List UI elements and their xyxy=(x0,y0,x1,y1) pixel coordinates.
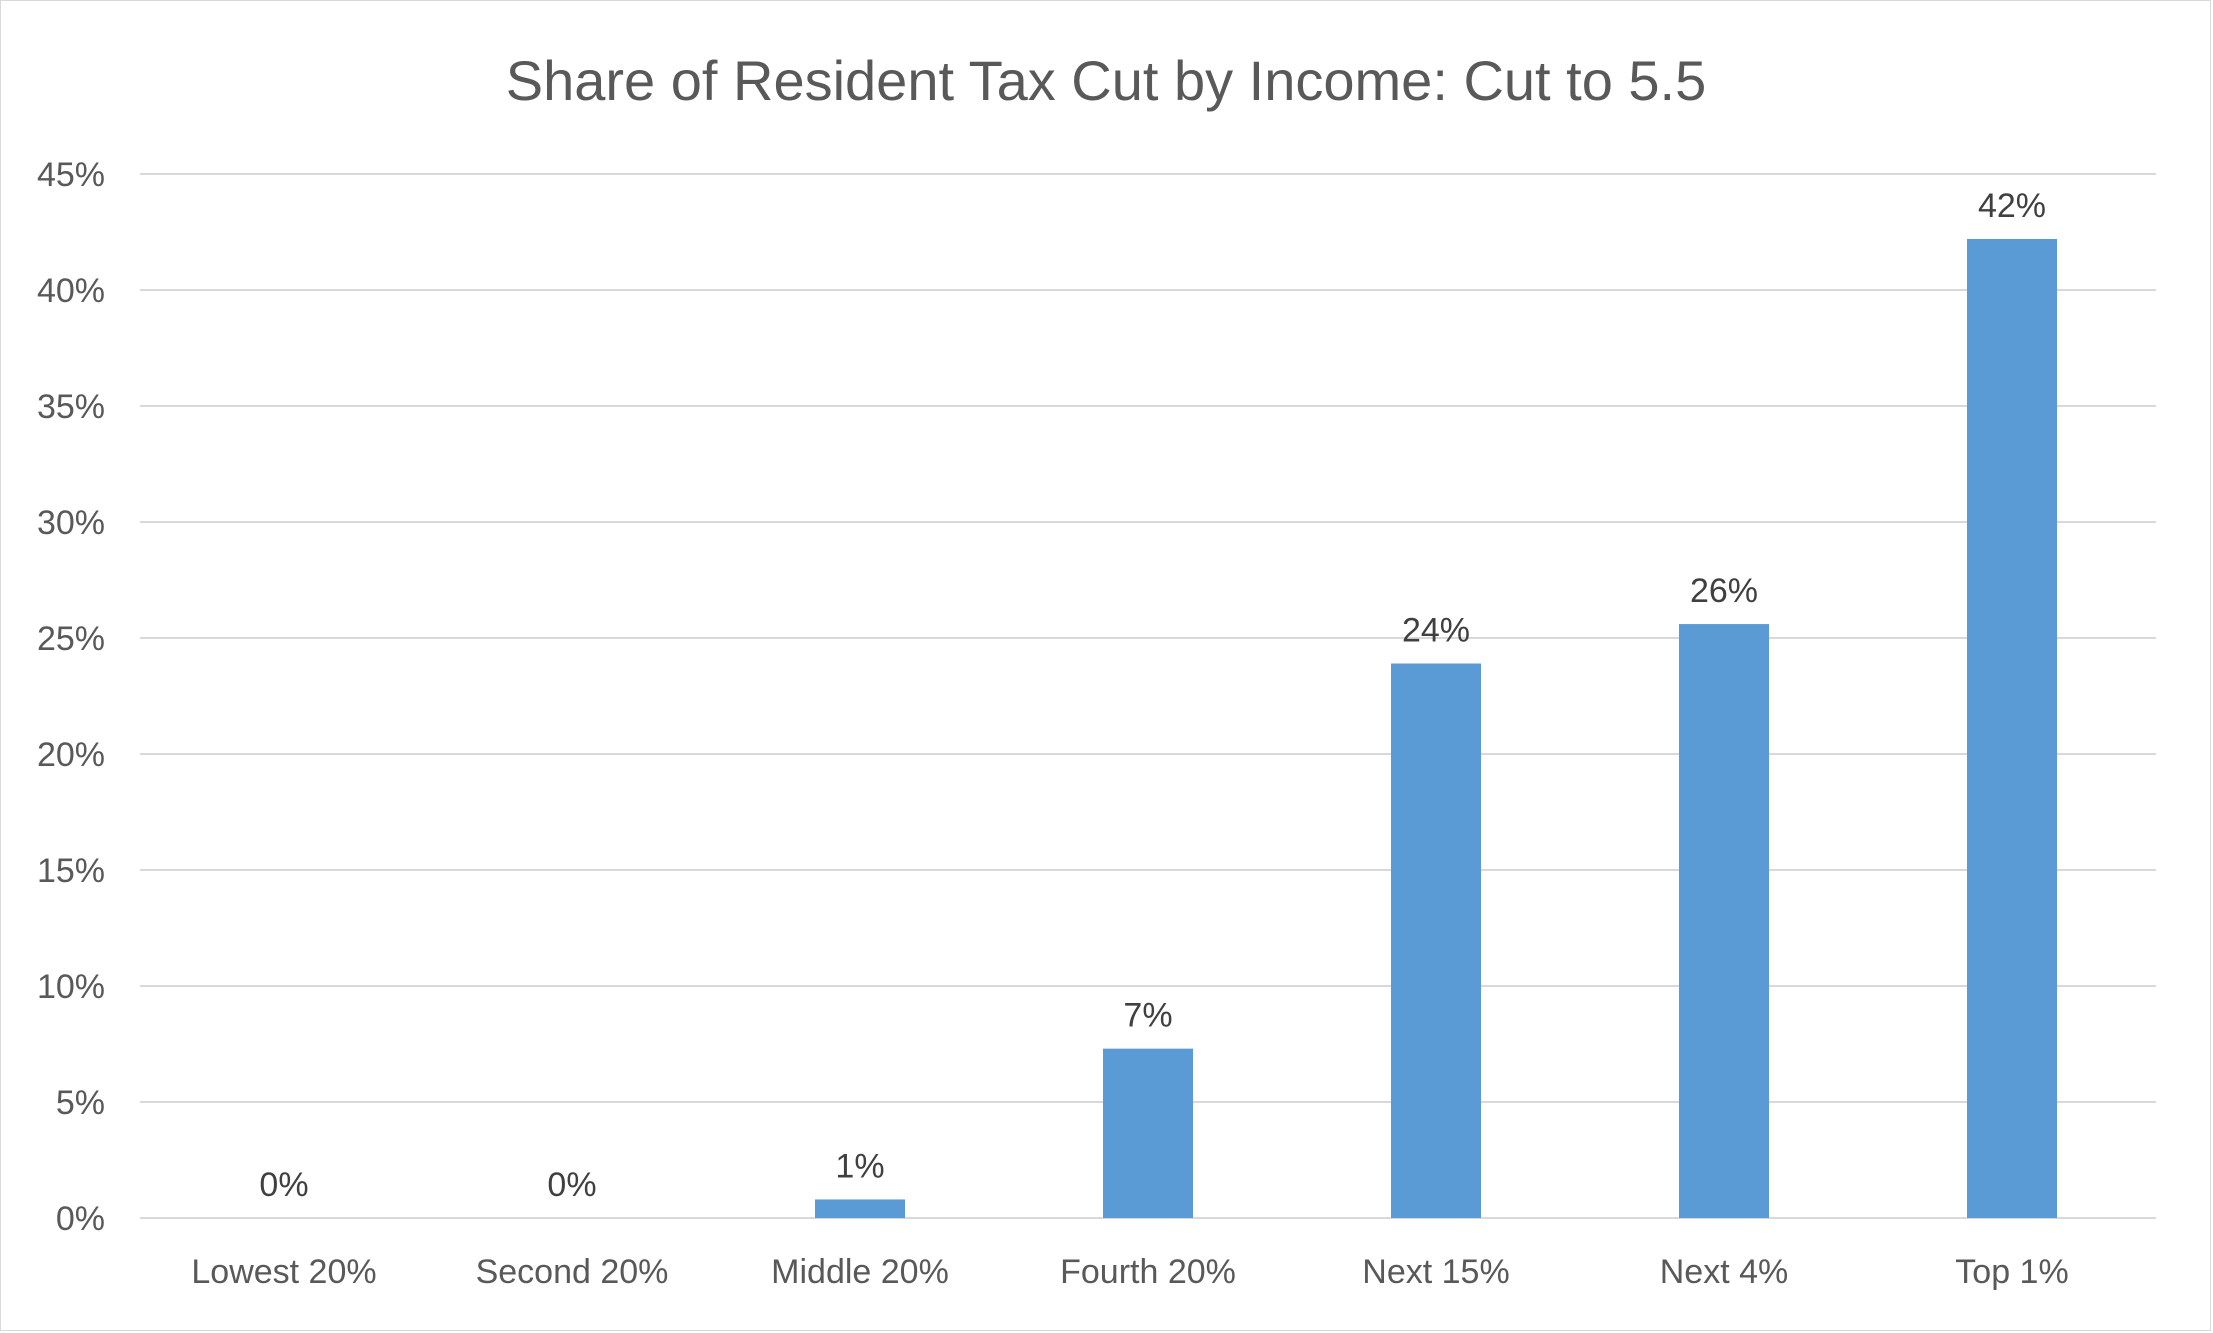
bar xyxy=(1967,238,2057,1218)
data-label: 26% xyxy=(1690,572,1758,610)
y-tick-label: 20% xyxy=(37,736,105,774)
x-category-label: Next 4% xyxy=(1660,1253,1789,1291)
x-category-label: Fourth 20% xyxy=(1060,1253,1236,1291)
y-tick-label: 40% xyxy=(37,272,105,310)
bar xyxy=(1391,663,1481,1218)
data-label: 0% xyxy=(547,1166,596,1204)
data-label: 1% xyxy=(835,1147,884,1185)
x-axis-categories: Lowest 20% Second 20% Middle 20% Fourth 20%… xyxy=(191,1253,2068,1291)
data-label: 0% xyxy=(259,1166,308,1204)
x-category-label: Lowest 20% xyxy=(191,1253,376,1291)
x-category-label: Second 20% xyxy=(476,1253,669,1291)
data-label: 24% xyxy=(1402,612,1470,650)
data-labels: 0% 0% 1% 7% 24% 26% 42% xyxy=(259,187,2046,1204)
y-tick-label: 0% xyxy=(56,1200,105,1238)
y-tick-label: 30% xyxy=(37,504,105,542)
bar xyxy=(1103,1048,1193,1218)
y-tick-label: 5% xyxy=(56,1084,105,1122)
y-tick-label: 10% xyxy=(37,968,105,1006)
data-label: 42% xyxy=(1978,187,2046,225)
y-axis-ticks: 0% 5% 10% 15% 20% 25% 30% 35% 40% 45% xyxy=(37,156,105,1238)
x-category-label: Middle 20% xyxy=(771,1253,949,1291)
chart-title: Share of Resident Tax Cut by Income: Cut… xyxy=(506,49,1707,112)
gridlines xyxy=(140,173,2156,1219)
y-tick-label: 25% xyxy=(37,620,105,658)
x-category-label: Next 15% xyxy=(1362,1253,1509,1291)
x-category-label: Top 1% xyxy=(1955,1253,2068,1291)
data-label: 7% xyxy=(1123,997,1172,1035)
y-tick-label: 15% xyxy=(37,852,105,890)
y-tick-label: 35% xyxy=(37,388,105,426)
bars xyxy=(815,238,2057,1218)
bar xyxy=(1679,624,1769,1218)
y-tick-label: 45% xyxy=(37,156,105,194)
bar xyxy=(815,1199,905,1218)
